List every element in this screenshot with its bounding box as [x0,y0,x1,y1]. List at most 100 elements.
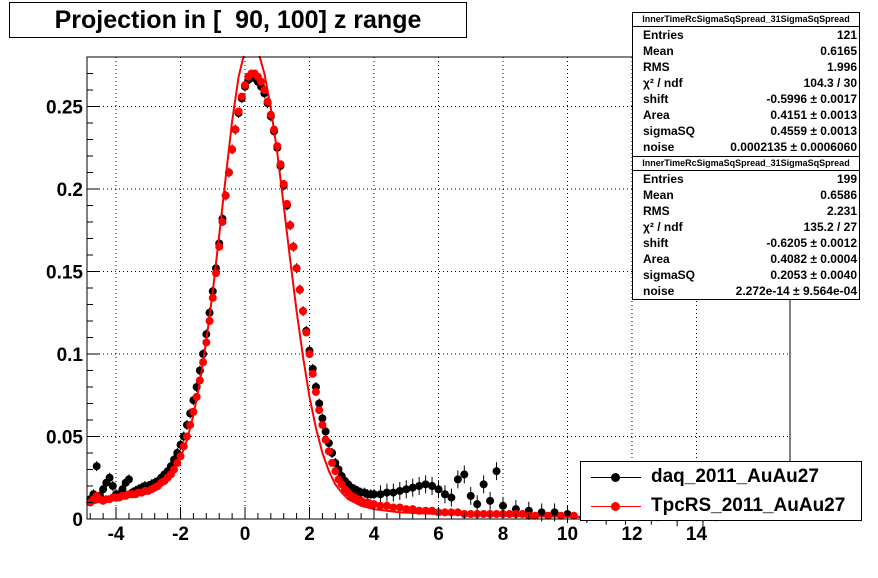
x-tick-label: 14 [686,524,708,545]
stats-value: 0.4082 ± 0.0004 [770,252,857,266]
data-point [321,435,330,444]
legend-marker-icon [611,473,620,482]
data-point [421,480,430,489]
data-point [486,496,495,505]
stats-label: shift [643,92,669,106]
data-point [492,467,501,476]
data-point [537,508,546,517]
data-point [315,406,324,415]
data-point [453,475,462,484]
stats-value: 104.3 / 30 [803,76,857,90]
stats-label: noise [643,140,675,154]
stats-value: -0.5996 ± 0.0017 [766,92,857,106]
data-point [299,307,308,316]
stats-value: 2.231 [826,204,857,218]
y-tick-label: 0.1 [57,345,84,366]
data-point [241,81,250,90]
data-point [415,482,424,490]
data-point [292,264,301,273]
legend-label: TpcRS_2011_AuAu27 [651,495,846,516]
stats-row-area: Area 0.4151 ± 0.0013 [633,107,859,123]
x-tick-label: -4 [108,524,125,545]
stats-label: sigmaSQ [643,268,696,282]
stats-label: RMS [643,204,670,218]
data-point [408,505,417,514]
stats-label: Mean [643,44,674,58]
stats-box-daq: InnerTimeRcSigmaSqSpread_31SigmaSqSpread… [632,12,860,159]
x-tick-label: 0 [240,524,251,545]
stats-label: Area [643,252,670,266]
legend-label: daq_2011_AuAu27 [651,466,819,487]
data-point [479,480,488,489]
stats-value: -0.6205 ± 0.0012 [766,236,857,250]
stats-value: 135.2 / 27 [803,220,857,234]
data-point [382,488,391,497]
y-tick-label: 0 [72,510,83,531]
data-point [282,199,291,208]
chart-title: Projection in [ 90, 100] z range [54,5,422,34]
data-point [402,505,411,514]
stats-row-sigmasq: sigmaSQ 0.4559 ± 0.0013 [633,123,859,139]
data-point [286,221,295,230]
stats-value: 0.6586 [820,188,857,202]
y-tick-label: 0.2 [57,180,83,201]
data-point [328,458,337,467]
title-box: Projection in [ 90, 100] z range [9,2,467,38]
stats-label: χ² / ndf [643,220,683,234]
data-point [92,462,101,471]
data-point [289,242,298,251]
legend-entry-daq: daq_2011_AuAu27 [581,463,861,492]
data-point [318,414,327,423]
data-point [428,482,437,490]
legend: daq_2011_AuAu27 TpcRS_2011_AuAu27 [580,461,862,521]
data-point [434,485,443,494]
stats-row-mean: Mean 0.6586 [633,187,859,203]
x-tick-label: 4 [369,524,380,545]
stats-label: χ² / ndf [643,76,683,90]
data-point [308,369,317,378]
data-point [460,470,469,479]
stats-row-noise: noise 0.0002135 ± 0.0006060 [633,139,859,155]
data-point [321,427,330,436]
x-tick-label: 6 [433,524,444,545]
data-point [295,285,304,294]
data-point [305,350,314,358]
data-point [318,420,327,429]
data-point [234,107,243,116]
stats-value: 1.996 [826,60,857,74]
data-point [447,493,456,502]
data-point [550,508,559,517]
data-point [331,467,340,476]
stats-row-entries: Entries 121 [633,27,859,43]
y-tick-label: 0.05 [46,428,83,449]
stats-label: noise [643,284,675,298]
stats-value: 121 [836,28,857,42]
stats-label: RMS [643,60,670,74]
x-tick-label: 2 [304,524,315,545]
data-point [408,483,417,492]
data-point [395,503,404,512]
data-point [257,77,266,86]
y-tick-label: 0.15 [46,263,83,284]
x-tick-label: 10 [557,524,578,545]
data-point [466,491,475,500]
stats-value: 199 [836,172,857,186]
stats-value: 0.4559 ± 0.0013 [770,124,857,138]
x-tick-label: 12 [621,524,642,545]
x-tick-label: -2 [172,524,189,545]
stats-label: Entries [643,172,684,186]
legend-marker-icon [611,502,620,511]
stats-label: Mean [643,188,674,202]
data-point [124,475,133,484]
data-point [389,488,398,497]
stats-value: 2.272e-14 ± 9.564e-04 [735,284,857,298]
stats-row-rms: RMS 1.996 [633,59,859,75]
stats-row-sigmasq: sigmaSQ 0.2053 ± 0.0040 [633,267,859,283]
stats-label: shift [643,236,669,250]
stats-label: Area [643,108,670,122]
stats-row-noise: noise 2.272e-14 ± 9.564e-04 [633,283,859,299]
legend-entry-tpcrs: TpcRS_2011_AuAu27 [581,492,861,521]
stats-row-shift: shift -0.5996 ± 0.0017 [633,91,859,107]
data-point [231,125,240,134]
data-point [118,485,127,494]
